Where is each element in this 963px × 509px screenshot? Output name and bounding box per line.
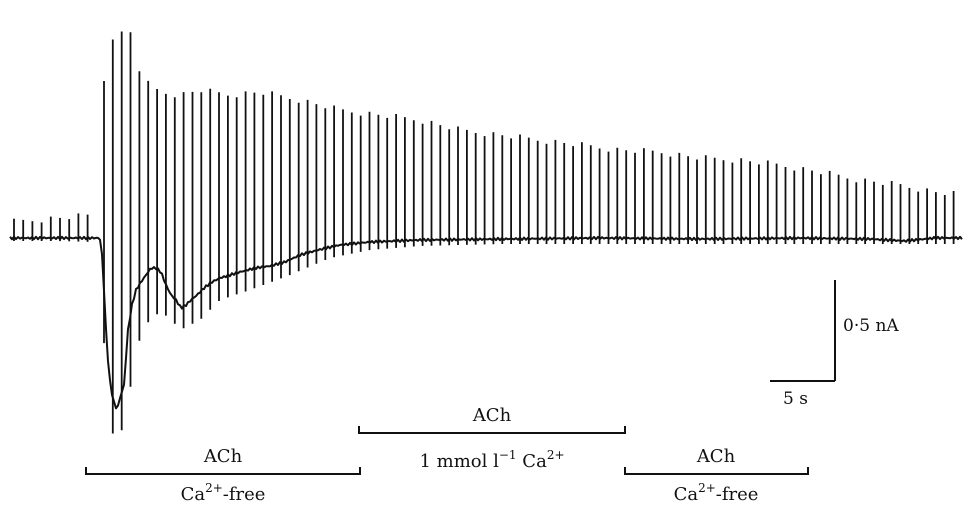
bracket-top-label: ACh [696,446,736,467]
scale-bar: 0·5 nA 5 s [770,280,899,409]
bracket-line [85,467,361,475]
bracket-top-label: ACh [472,405,512,426]
bracket-line [358,426,626,434]
voltage-pulse-spikes [13,31,955,434]
bracket-ach-ca-free-2: ACh Ca2+-free [624,446,809,505]
scale-bar-current-label: 0·5 nA [843,316,899,336]
bracket-ach-1mmol-ca: ACh 1 mmol l−1 Ca2+ [358,405,626,472]
bracket-bottom-label: Ca2+-free [181,481,266,505]
bracket-bottom-label: Ca2+-free [674,481,759,505]
bracket-ach-ca-free-1: ACh Ca2+-free [85,446,361,505]
bracket-bottom-label: 1 mmol l−1 Ca2+ [419,448,564,472]
membrane-current-trace [9,235,963,410]
bracket-line [624,467,809,475]
scale-bar-time-label: 5 s [783,389,808,409]
bracket-top-label: ACh [203,446,243,467]
